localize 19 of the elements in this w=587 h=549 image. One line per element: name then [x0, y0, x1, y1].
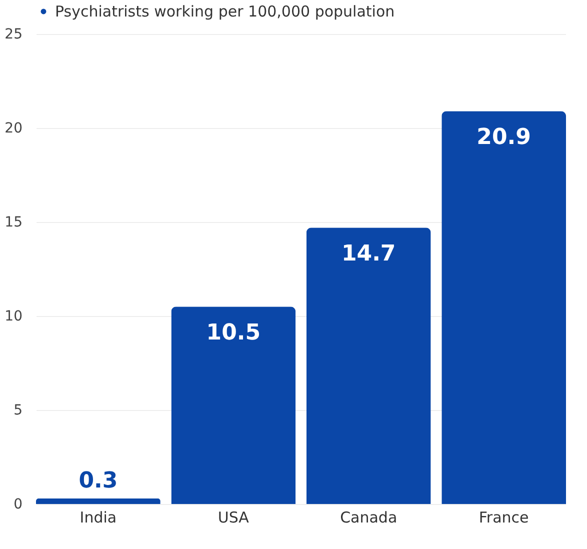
x-tick-label: Canada	[340, 508, 398, 526]
y-tick-label: 10	[4, 308, 22, 324]
x-tick-label: France	[478, 508, 529, 526]
data-label: 0.3	[78, 468, 118, 494]
y-tick-label: 5	[14, 402, 22, 418]
bar	[36, 498, 160, 504]
y-tick-label: 15	[4, 214, 22, 230]
x-tick-label: India	[80, 508, 117, 526]
y-tick-label: 25	[4, 26, 22, 42]
bar	[306, 228, 431, 504]
data-label: 10.5	[206, 320, 261, 346]
bar	[171, 306, 296, 504]
x-tick-label: USA	[218, 508, 250, 526]
bar	[442, 111, 566, 504]
data-label: 14.7	[341, 242, 396, 267]
y-tick-label: 0	[14, 496, 22, 512]
data-label: 20.9	[476, 125, 531, 150]
y-tick-label: 20	[4, 120, 22, 136]
legend-label: Psychiatrists working per 100,000 population	[55, 2, 395, 20]
